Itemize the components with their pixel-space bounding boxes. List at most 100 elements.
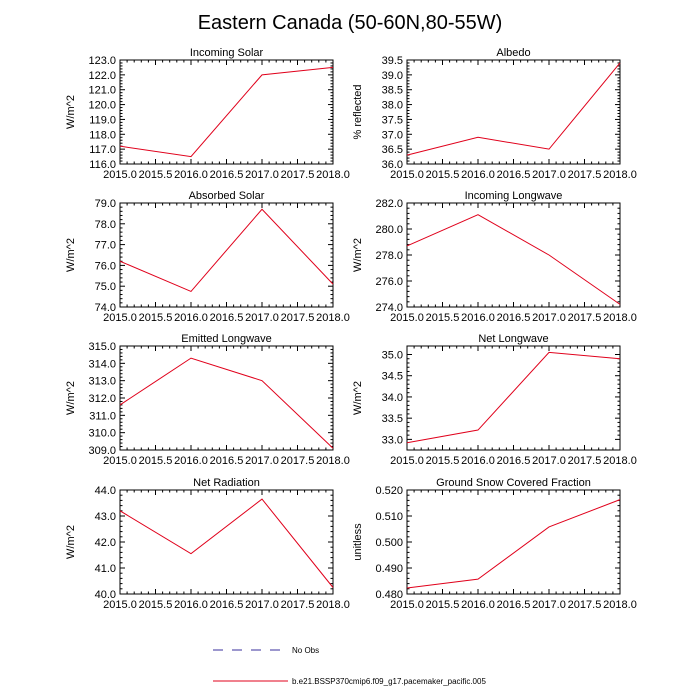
x-tick-label: 2016.5 bbox=[497, 169, 531, 181]
x-tick-label: 2015.0 bbox=[103, 169, 137, 181]
legend-obs-label: No Obs bbox=[292, 646, 319, 655]
y-tick-label: 75.0 bbox=[95, 281, 116, 293]
y-tick-label: 310.0 bbox=[88, 428, 116, 440]
x-tick-label: 2018.0 bbox=[603, 599, 637, 611]
y-tick-label: 117.0 bbox=[89, 144, 116, 156]
panel-3: Incoming Longwave 2015.0 2015.5 2016.0 2016.… bbox=[352, 190, 637, 324]
y-tick-label: 0.480 bbox=[375, 589, 403, 601]
y-axis-label: W/m^2 bbox=[65, 95, 77, 129]
y-tick-label: 309.0 bbox=[88, 445, 116, 457]
y-tick-label: 121.0 bbox=[88, 85, 116, 97]
x-tick-label: 2015.0 bbox=[390, 455, 424, 467]
series-line bbox=[119, 498, 334, 588]
y-tick-label: 278.0 bbox=[375, 250, 403, 262]
y-tick-label: 35.0 bbox=[382, 349, 403, 361]
x-tick-label: 2016.0 bbox=[174, 455, 208, 467]
x-tick-label: 2015.0 bbox=[390, 312, 424, 324]
x-tick-label: 2015.0 bbox=[390, 169, 424, 181]
x-tick-label: 2017.5 bbox=[281, 599, 315, 611]
x-tick-label: 2018.0 bbox=[603, 169, 637, 181]
y-tick-label: 118.0 bbox=[89, 129, 116, 141]
x-tick-label: 2016.5 bbox=[210, 169, 244, 181]
figure-title: Eastern Canada (50-60N,80-55W) bbox=[198, 12, 503, 34]
panel-title: Emitted Longwave bbox=[181, 333, 272, 345]
y-tick-label: 123.0 bbox=[88, 55, 116, 67]
plot-frame bbox=[406, 489, 621, 595]
x-tick-label: 2016.0 bbox=[461, 599, 495, 611]
y-axis-label: unitless bbox=[352, 523, 364, 561]
y-tick-label: 42.0 bbox=[95, 537, 116, 549]
series-line bbox=[119, 357, 334, 449]
y-tick-label: 41.0 bbox=[95, 563, 116, 575]
x-tick-label: 2017.0 bbox=[245, 599, 279, 611]
y-tick-label: 0.520 bbox=[375, 485, 403, 497]
x-tick-label: 2017.0 bbox=[532, 455, 566, 467]
y-tick-label: 119.0 bbox=[89, 114, 116, 126]
y-tick-label: 116.0 bbox=[89, 159, 116, 171]
x-tick-label: 2017.5 bbox=[568, 455, 602, 467]
x-tick-label: 2015.5 bbox=[426, 169, 460, 181]
y-tick-label: 36.5 bbox=[382, 144, 403, 156]
y-tick-label: 276.0 bbox=[375, 276, 403, 288]
y-tick-label: 38.5 bbox=[382, 85, 403, 97]
series-line bbox=[119, 66, 334, 158]
x-tick-label: 2015.0 bbox=[103, 312, 137, 324]
series-line bbox=[406, 499, 621, 589]
y-tick-label: 120.0 bbox=[88, 100, 116, 112]
panel-4: Emitted Longwave 2015.0 2015.5 2016.0 2016.5… bbox=[65, 333, 350, 467]
plot-frame bbox=[406, 345, 621, 451]
x-tick-label: 2018.0 bbox=[316, 169, 350, 181]
x-tick-label: 2017.0 bbox=[532, 312, 566, 324]
plot-frame bbox=[119, 489, 334, 595]
x-tick-label: 2016.0 bbox=[174, 599, 208, 611]
x-tick-label: 2016.0 bbox=[461, 455, 495, 467]
x-tick-label: 2015.5 bbox=[426, 599, 460, 611]
x-tick-label: 2016.5 bbox=[497, 312, 531, 324]
series-line bbox=[406, 62, 621, 156]
y-tick-label: 34.0 bbox=[382, 392, 403, 404]
x-tick-label: 2016.0 bbox=[174, 169, 208, 181]
panel-title: Net Longwave bbox=[478, 333, 548, 345]
x-tick-label: 2017.5 bbox=[281, 455, 315, 467]
x-tick-label: 2017.0 bbox=[245, 169, 279, 181]
x-tick-label: 2017.5 bbox=[568, 312, 602, 324]
panel-title: Albedo bbox=[496, 47, 530, 59]
y-tick-label: 43.0 bbox=[95, 511, 116, 523]
plot-frame bbox=[119, 202, 334, 308]
y-tick-label: 122.0 bbox=[88, 70, 116, 82]
y-tick-label: 314.0 bbox=[88, 358, 116, 370]
panel-title: Incoming Solar bbox=[190, 47, 264, 59]
x-tick-label: 2015.5 bbox=[139, 599, 173, 611]
y-tick-label: 40.0 bbox=[95, 589, 116, 601]
y-axis-label: W/m^2 bbox=[65, 525, 77, 559]
x-tick-label: 2018.0 bbox=[316, 599, 350, 611]
x-tick-label: 2018.0 bbox=[603, 312, 637, 324]
x-tick-label: 2015.0 bbox=[103, 455, 137, 467]
panel-7: Ground Snow Covered Fraction 2015.0 2015.5… bbox=[352, 477, 637, 611]
x-tick-label: 2017.0 bbox=[532, 599, 566, 611]
x-tick-label: 2015.0 bbox=[390, 599, 424, 611]
x-tick-label: 2016.5 bbox=[497, 599, 531, 611]
x-tick-label: 2016.5 bbox=[210, 599, 244, 611]
y-tick-label: 280.0 bbox=[375, 224, 403, 236]
y-tick-label: 33.5 bbox=[382, 413, 403, 425]
series-line bbox=[119, 208, 334, 293]
y-axis-label: W/m^2 bbox=[352, 238, 364, 272]
y-tick-label: 39.0 bbox=[382, 70, 403, 82]
x-tick-label: 2016.0 bbox=[174, 312, 208, 324]
panel-1: Albedo 2015.0 2015.5 2016.0 2016.5 2017.0 2017… bbox=[352, 47, 637, 181]
y-tick-label: 313.0 bbox=[88, 376, 116, 388]
y-tick-label: 0.510 bbox=[375, 511, 403, 523]
plot-frame bbox=[406, 202, 621, 308]
panel-title: Ground Snow Covered Fraction bbox=[436, 477, 591, 489]
y-tick-label: 34.5 bbox=[382, 371, 403, 383]
y-tick-label: 74.0 bbox=[95, 302, 116, 314]
series-line bbox=[406, 214, 621, 305]
plot-frame bbox=[406, 59, 621, 165]
